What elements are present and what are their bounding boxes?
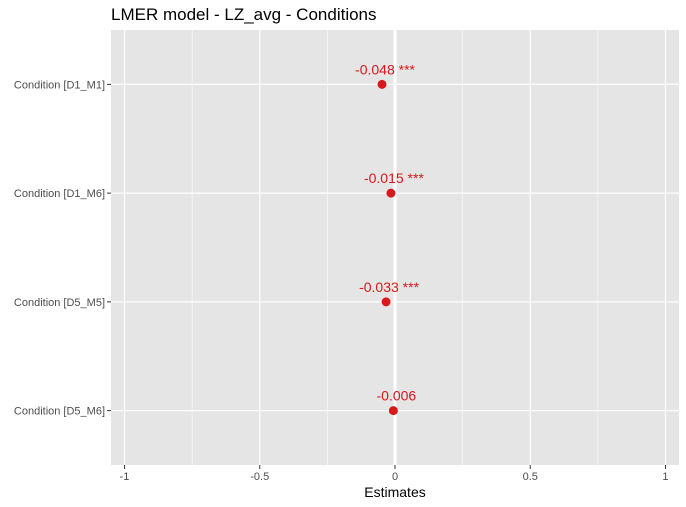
x-tick-label: -0.5 bbox=[250, 471, 269, 483]
y-tick-label: Condition [D1_M1] bbox=[14, 79, 105, 91]
x-tick-label: 1 bbox=[662, 471, 668, 483]
y-tick-label: Condition [D1_M6] bbox=[14, 188, 105, 200]
estimate-point bbox=[386, 188, 396, 198]
estimate-point bbox=[388, 406, 398, 416]
estimate-point bbox=[377, 79, 387, 89]
estimate-label: -0.033 *** bbox=[359, 279, 419, 295]
x-tick-label: 0.5 bbox=[523, 471, 538, 483]
estimate-points: -0.048 *** -0.015 *** -0.033 *** -0.006 bbox=[355, 61, 424, 416]
x-axis-title: Estimates bbox=[364, 484, 425, 500]
y-axis: Condition [D1_M1] Condition [D1_M6] Condit… bbox=[14, 79, 111, 418]
y-tick-label: Condition [D5_M5] bbox=[14, 297, 105, 309]
estimate-point bbox=[381, 297, 391, 307]
y-tick-label: Condition [D5_M6] bbox=[14, 406, 105, 418]
x-axis: -1 -0.5 0 0.5 1 bbox=[120, 465, 669, 483]
x-tick-label: 0 bbox=[392, 471, 398, 483]
estimate-label: -0.048 *** bbox=[355, 61, 415, 77]
estimate-label: -0.006 bbox=[377, 388, 417, 404]
estimate-label: -0.015 *** bbox=[364, 170, 424, 186]
chart-title: LMER model - LZ_avg - Conditions bbox=[111, 5, 377, 24]
minor-gridlines bbox=[191, 30, 599, 465]
x-tick-label: -1 bbox=[120, 471, 130, 483]
